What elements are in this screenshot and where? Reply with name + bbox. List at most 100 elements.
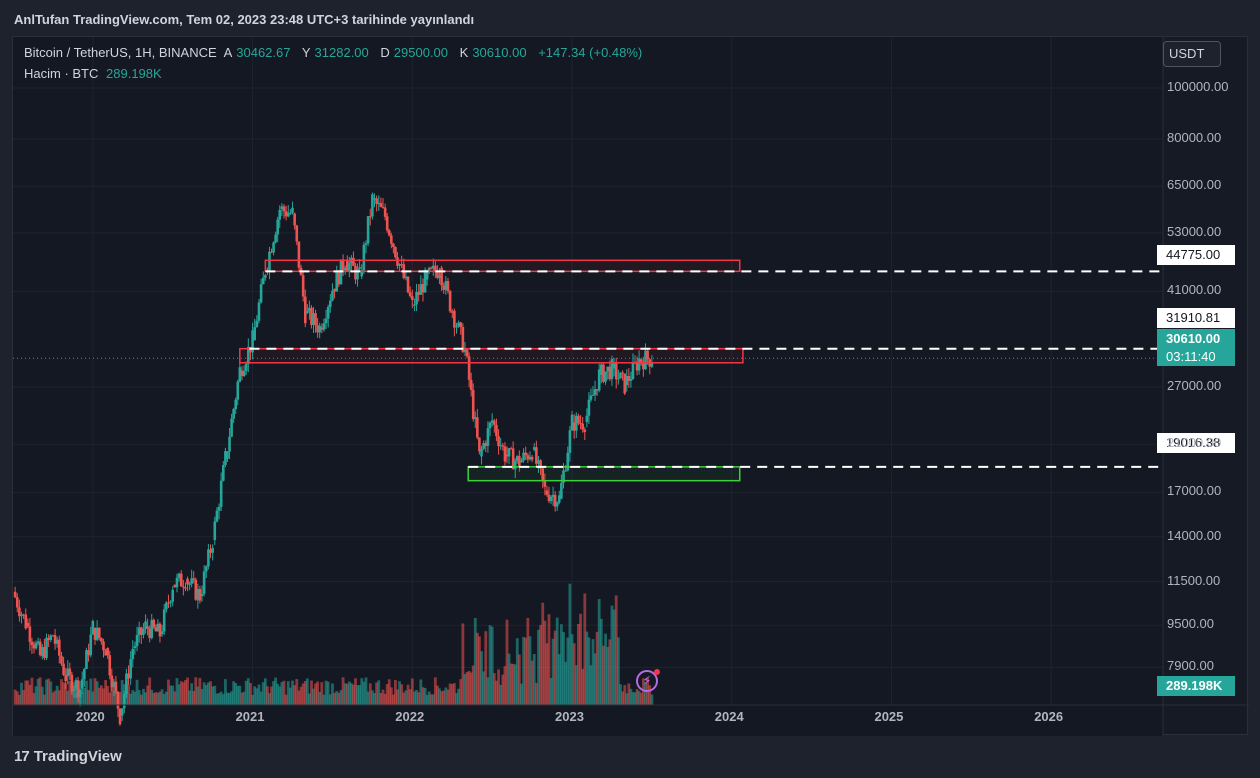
candle-body (368, 216, 372, 218)
volume-bar (517, 654, 521, 705)
volume-bar (427, 691, 431, 705)
volume-bar (305, 678, 309, 705)
price-chart[interactable] (13, 37, 1249, 736)
high-key: Y (301, 45, 311, 60)
volume-bar (51, 692, 55, 705)
volume-bar (589, 665, 593, 705)
candle-body (341, 259, 345, 271)
volume-bar (448, 683, 452, 705)
volume-bar (413, 691, 416, 705)
volume-bar (574, 665, 578, 705)
volume-bar (28, 684, 32, 705)
candle-body (55, 639, 59, 644)
volume-bar (497, 669, 500, 705)
volume-bar (206, 682, 210, 705)
candle-body (118, 708, 122, 725)
volume-bar (139, 694, 143, 705)
currency-selector[interactable]: USDT (1163, 41, 1221, 67)
candle-body (631, 361, 635, 380)
volume-bar (614, 595, 618, 705)
candle-body (421, 284, 425, 293)
volume-bar (331, 683, 334, 705)
volume-bar (417, 692, 421, 705)
volume-bar (251, 694, 254, 705)
candle-body (314, 313, 317, 326)
volume-bar (318, 691, 322, 705)
candle-body (78, 689, 82, 698)
candle-body (490, 420, 494, 423)
candle-body (423, 269, 427, 293)
volume-bar (352, 684, 355, 705)
volume-bar (457, 688, 461, 705)
volume-bar (429, 694, 433, 705)
volume-bar (534, 682, 538, 705)
candle-body (639, 359, 643, 362)
volume-bar (314, 683, 317, 705)
x-tick-label: 2023 (555, 709, 584, 724)
candle-body (184, 587, 187, 589)
volume-bar (486, 677, 490, 705)
change-value: +147.34 (+0.48%) (538, 45, 643, 60)
volume-bar (266, 686, 269, 705)
candle-body (85, 650, 88, 669)
volume-bar (53, 690, 57, 705)
y-tick-label: 65000.00 (1167, 177, 1222, 193)
volume-bar (360, 678, 364, 705)
candle-body (207, 549, 210, 567)
volume-bar (396, 689, 399, 705)
candle-body (602, 364, 605, 382)
candle-body (583, 429, 587, 433)
volume-bar (45, 679, 48, 705)
candle-body (66, 668, 70, 677)
volume-bar (358, 685, 361, 705)
candle-body (427, 267, 431, 273)
volume-bar (524, 637, 528, 705)
volume-bar (537, 629, 540, 705)
volume-bar (406, 684, 410, 705)
volume-bar (17, 694, 21, 705)
volume-bar (612, 609, 616, 705)
x-tick-label: 2022 (395, 709, 425, 724)
candle-body (526, 455, 530, 460)
volume-bar (444, 687, 448, 705)
volume-bar (232, 681, 236, 705)
candle-body (471, 389, 475, 420)
candle-body (413, 304, 416, 306)
candle-body (453, 310, 456, 328)
volume-bar (215, 693, 219, 705)
chart-frame[interactable] (12, 36, 1249, 736)
candle-body (140, 627, 143, 635)
close-key: K (459, 45, 469, 60)
volume-bar (450, 684, 454, 705)
candle-body (608, 366, 612, 380)
volume-value: 289.198K (106, 66, 162, 81)
candle-body (114, 681, 118, 692)
candle-body (34, 643, 38, 649)
candle-body (505, 454, 509, 457)
y-tick-label: 21000.00 (1167, 435, 1222, 451)
x-tick-label: 2020 (75, 709, 105, 724)
volume-bar (190, 683, 194, 705)
candle-body (511, 448, 515, 470)
candle-body (381, 206, 385, 208)
candle-body (142, 628, 145, 635)
candle-body (419, 284, 423, 295)
candle-body (429, 267, 433, 269)
tradingview-logo[interactable]: 17 TradingView (14, 748, 122, 765)
candle-body (110, 675, 114, 688)
candle-body (335, 271, 339, 292)
volume-bar (650, 694, 654, 705)
candle-body (295, 225, 299, 242)
volume-bar (562, 632, 565, 705)
volume-bar (91, 691, 95, 705)
volume-bar (381, 689, 385, 705)
volume-bar (333, 692, 336, 705)
candle-body (585, 415, 589, 422)
candle-body (362, 244, 366, 271)
volume-bar (175, 678, 179, 705)
volume-bar (543, 620, 547, 705)
volume-bar (24, 680, 28, 705)
candle-body (289, 212, 292, 214)
candle-body (352, 257, 355, 266)
flash-icon[interactable]: ⚡ (636, 670, 658, 692)
